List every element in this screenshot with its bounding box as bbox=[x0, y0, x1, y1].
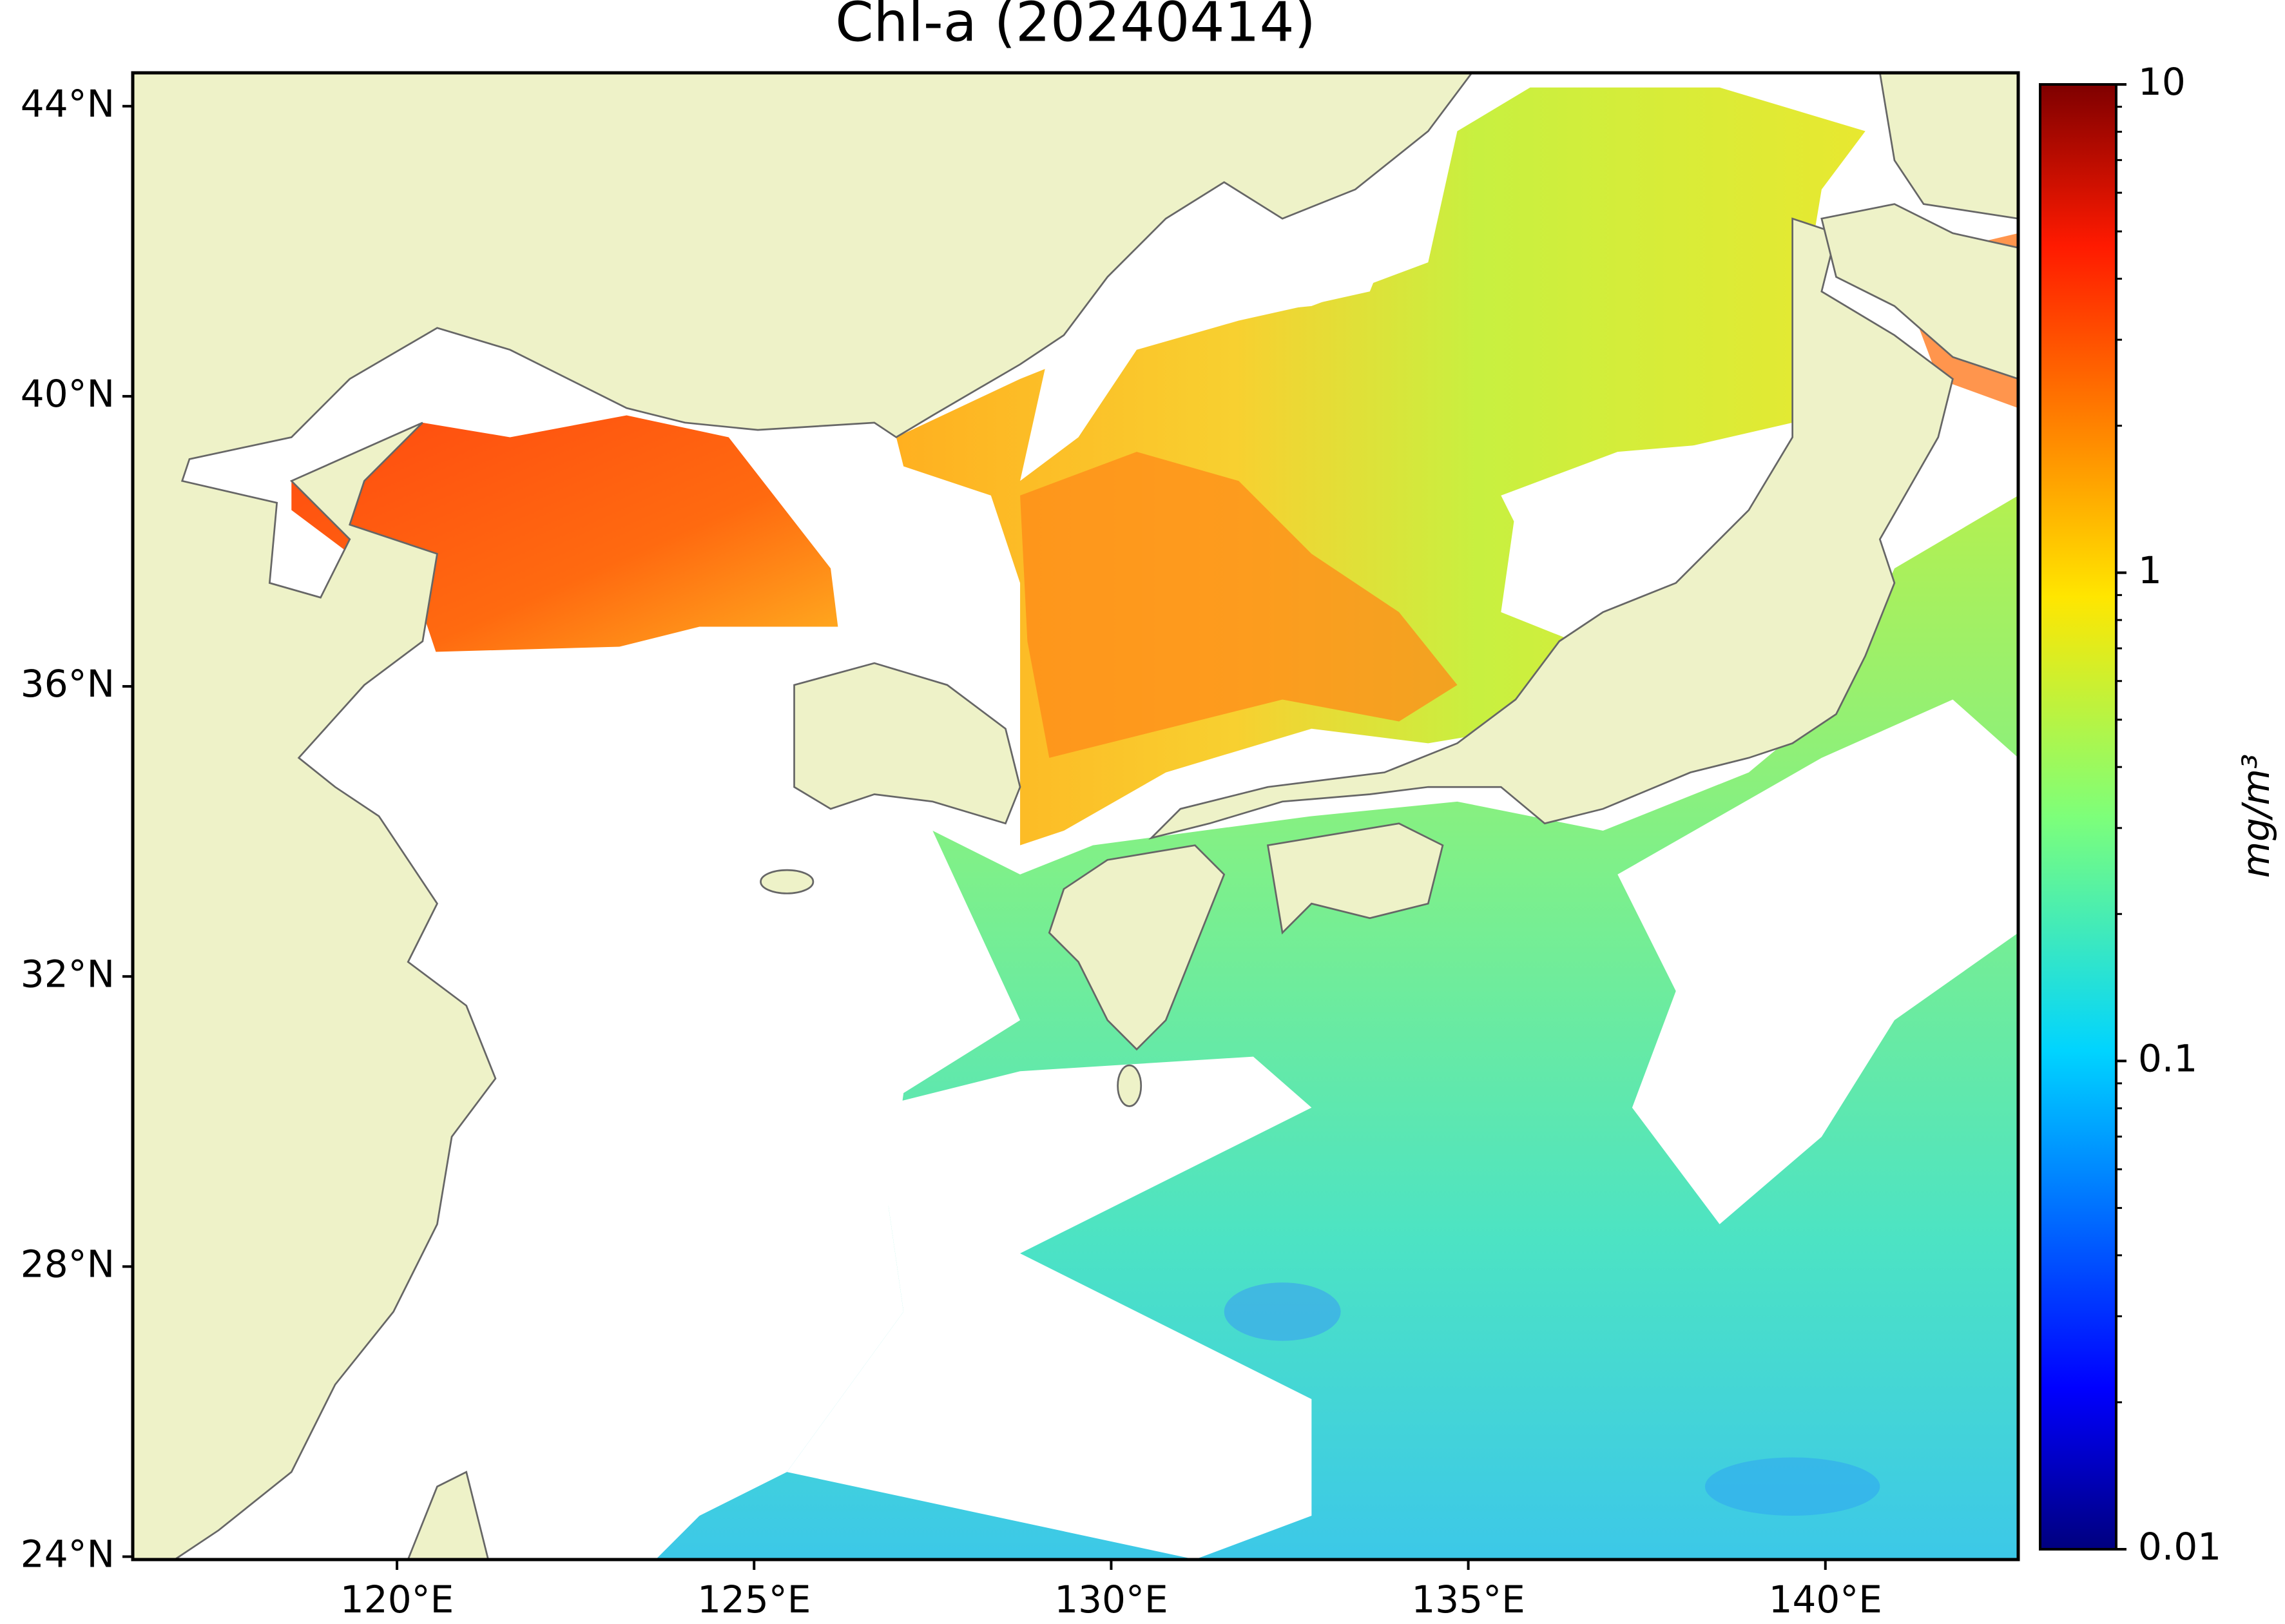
plot-frame bbox=[131, 71, 2020, 1561]
colorbar-tick-label: 0.1 bbox=[2138, 1036, 2197, 1080]
chl-low bbox=[1224, 1282, 1341, 1341]
y-tick-label: 40°N bbox=[21, 372, 115, 416]
x-tick-label: 140°E bbox=[1769, 1578, 1882, 1621]
y-tick-label: 28°N bbox=[21, 1242, 115, 1286]
chl-high bbox=[1020, 452, 1458, 758]
y-tick-label: 36°N bbox=[21, 662, 115, 706]
colorbar-tick-label: 10 bbox=[2138, 60, 2186, 104]
x-tick-label: 130°E bbox=[1054, 1578, 1168, 1621]
y-tick-label: 32°N bbox=[21, 952, 115, 996]
cloud bbox=[1501, 437, 1793, 612]
x-tick-label: 120°E bbox=[340, 1578, 454, 1621]
y-tick-label: 24°N bbox=[21, 1532, 115, 1576]
cloud bbox=[1020, 160, 1400, 481]
cloud bbox=[787, 1056, 1312, 1560]
land bbox=[132, 73, 2019, 1560]
chl-low bbox=[1704, 1457, 1880, 1516]
cloud bbox=[1617, 699, 2019, 1224]
colorbar-label: mg/m³ bbox=[2234, 754, 2278, 878]
colorbar-tick-label: 0.01 bbox=[2138, 1525, 2221, 1569]
y-tick-label: 44°N bbox=[21, 82, 115, 126]
x-tick-label: 125°E bbox=[697, 1578, 811, 1621]
colorbar bbox=[2039, 83, 2117, 1551]
map bbox=[132, 73, 2019, 1560]
chart-title: Chl-a (20240414) bbox=[835, 0, 1316, 54]
colorbar-tick-label: 1 bbox=[2138, 548, 2162, 592]
x-tick-label: 135°E bbox=[1411, 1578, 1525, 1621]
